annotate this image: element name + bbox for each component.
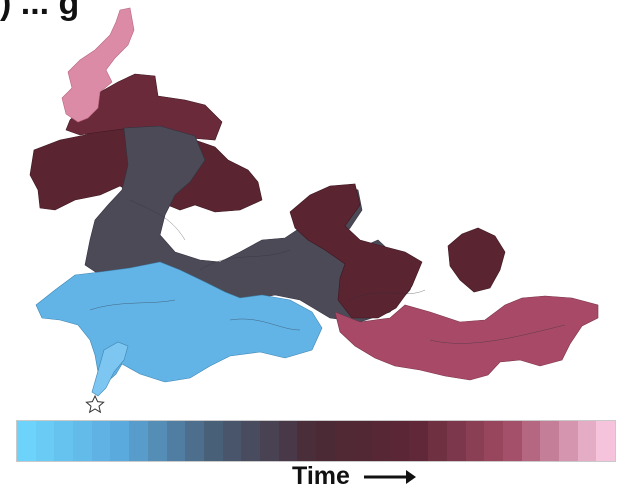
- colorbar-segment: [558, 421, 578, 461]
- colorbar-segment: [35, 421, 55, 461]
- colorbar-segment: [540, 421, 559, 461]
- colorbar-segment: [353, 421, 373, 461]
- colorbar-segment: [129, 421, 148, 461]
- start-star-icon: [85, 394, 105, 414]
- arrow-right-icon: [364, 470, 416, 484]
- region-early-south-tip: [91, 341, 129, 397]
- colorbar-segment: [502, 421, 522, 461]
- colorbar-segment: [428, 421, 447, 461]
- title-text: ) ... g: [0, 0, 80, 22]
- contour-lines: [89, 199, 566, 344]
- region-recent: [334, 295, 599, 381]
- colorbar-segment: [446, 421, 466, 461]
- region-late-east: [289, 183, 423, 319]
- region-late-island: [447, 227, 506, 293]
- colorbar-segment: [222, 421, 242, 461]
- region-latest: [61, 7, 135, 123]
- colorbar-segment: [521, 421, 541, 461]
- colorbar-segment: [278, 421, 298, 461]
- colorbar-segment: [484, 421, 503, 461]
- colorbar-segment: [54, 421, 74, 461]
- colorbar-segment: [110, 421, 130, 461]
- colorbar-segment: [259, 421, 279, 461]
- region-late-north: [65, 73, 223, 141]
- colorbar-segment: [17, 421, 36, 461]
- colorbar-segment: [166, 421, 186, 461]
- colorbar-segment: [409, 421, 429, 461]
- colorbar-segment: [185, 421, 204, 461]
- colorbar-segment: [334, 421, 354, 461]
- colorbar-segment: [577, 421, 597, 461]
- colorbar-segment: [596, 421, 615, 461]
- colorbar-segment: [372, 421, 391, 461]
- colorbar-segment: [73, 421, 92, 461]
- colorbar-segment: [241, 421, 260, 461]
- colorbar-segment: [147, 421, 167, 461]
- colorbar-segment: [297, 421, 316, 461]
- colorbar-segment: [91, 421, 111, 461]
- colorbar-segment: [316, 421, 335, 461]
- colorbar-segment: [390, 421, 410, 461]
- time-axis-label: Time: [292, 462, 350, 490]
- colorbar-segment: [203, 421, 223, 461]
- territory-map: [29, 7, 599, 414]
- colorbar-segment: [465, 421, 485, 461]
- figure-title: ) ... g: [0, 0, 360, 24]
- time-colorbar: [16, 420, 616, 462]
